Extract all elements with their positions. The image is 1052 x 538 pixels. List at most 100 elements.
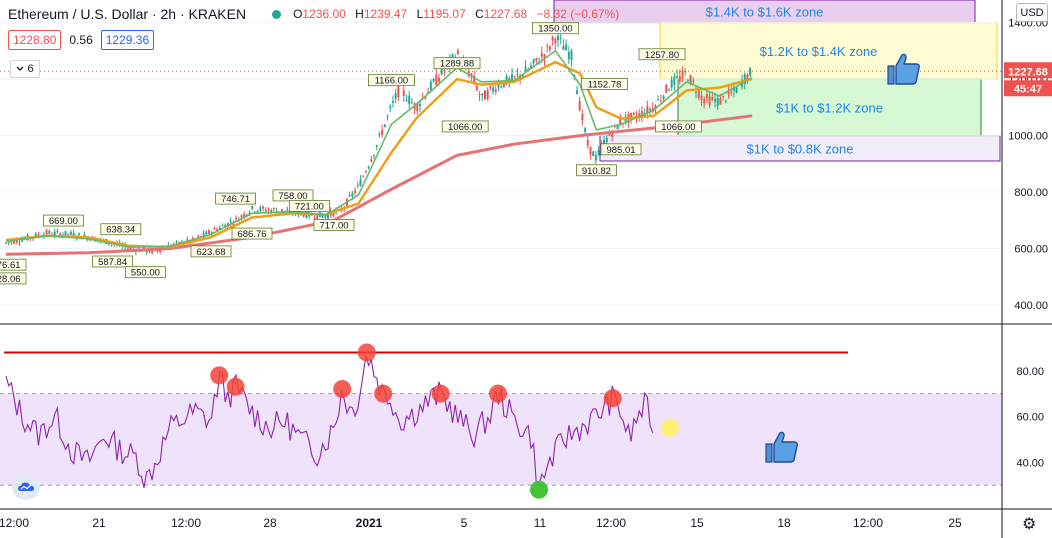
price-label-box: [100, 223, 142, 236]
candle-body: [213, 228, 216, 230]
candle-body: [197, 236, 200, 238]
price-label-box: [600, 143, 642, 156]
candle-body: [557, 35, 560, 41]
time-tick-label: 21: [92, 516, 106, 530]
indicators-toggle-button[interactable]: 6: [10, 60, 40, 78]
candle-body: [489, 86, 492, 89]
candle-body: [619, 119, 622, 126]
candle-body: [486, 90, 489, 100]
rsi-pane: [0, 343, 1002, 499]
price-tick-label: 600.00: [1014, 244, 1048, 256]
candle-body: [405, 99, 408, 102]
candle-body: [657, 99, 660, 101]
time-tick-label: 5: [461, 516, 468, 530]
close-value: 1227.68: [483, 7, 528, 21]
candle-body: [191, 237, 194, 240]
price-label: 576.61: [0, 260, 21, 271]
candle-body: [419, 103, 422, 107]
price-label: 1166.00: [375, 76, 409, 87]
candle-body: [302, 214, 305, 217]
candle-body: [383, 124, 386, 127]
currency-button[interactable]: USD: [1016, 3, 1048, 22]
candle-body: [373, 155, 376, 157]
candle-body: [356, 184, 359, 186]
price-label: 717.00: [319, 221, 348, 232]
candle-body: [359, 179, 362, 186]
zone-label: $1K to $1.2K zone: [776, 100, 883, 115]
symbol-title[interactable]: Ethereum / U.S. Dollar · 2h · KRAKEN: [8, 6, 247, 22]
candle-body: [37, 234, 40, 236]
low-value: 1195.07: [423, 7, 466, 21]
candle-body: [159, 250, 162, 252]
candle-body: [432, 78, 435, 82]
candle-body: [716, 98, 719, 107]
gear-icon[interactable]: ⚙: [1022, 516, 1037, 533]
candle-body: [540, 53, 543, 57]
candle-body: [56, 230, 59, 232]
candle-body: [351, 193, 354, 197]
price-label-box: [433, 57, 481, 70]
candle-body: [508, 78, 511, 82]
cloud-logo-icon[interactable]: [12, 474, 40, 500]
candle-body: [424, 96, 427, 99]
candle-body: [662, 95, 665, 100]
price-label-box: [655, 120, 702, 133]
candle-body: [186, 239, 189, 242]
candle-body: [703, 99, 706, 104]
candle-body: [248, 212, 251, 214]
candle-body: [700, 95, 703, 100]
candle-body: [272, 208, 275, 210]
buy-button[interactable]: 1229.36: [100, 30, 155, 50]
indicators-count: 6: [27, 63, 34, 75]
time-tick-label: 15: [690, 516, 704, 530]
price-label: 910.82: [582, 166, 611, 177]
overbought-marker: [333, 380, 352, 399]
sell-button[interactable]: 1228.80: [8, 30, 62, 50]
candle-body: [435, 74, 438, 86]
candle-body: [711, 97, 714, 100]
candle-body: [529, 65, 532, 68]
candle-body: [565, 44, 568, 51]
candle-body: [394, 93, 397, 99]
price-label: 528.06: [0, 274, 21, 285]
overbought-marker: [374, 384, 393, 403]
candle-body: [594, 155, 597, 161]
price-label: 638.34: [106, 225, 135, 236]
candle-body: [389, 106, 392, 109]
price-label-box: [0, 258, 27, 271]
candle-body: [262, 206, 265, 209]
price-tick-label: 1000.00: [1008, 131, 1048, 143]
candle-body: [743, 74, 746, 85]
price-label-box: [367, 74, 415, 87]
candle-body: [597, 150, 600, 155]
candle-body: [221, 225, 224, 227]
price-pane: 576.61 528.06 669.00 638.34 587.84 550.00 746.…: [0, 22, 1002, 285]
candle-body: [592, 151, 595, 157]
price-label: 721.00: [295, 201, 324, 212]
candle-body: [570, 50, 573, 61]
candle-body: [543, 54, 546, 60]
candle-body: [286, 209, 289, 212]
thumb-cuff: [887, 65, 895, 85]
candle-body: [34, 233, 37, 238]
candle-body: [584, 128, 587, 132]
rsi-tick-label: 80.00: [1016, 366, 1044, 378]
price-label: 686.76: [237, 229, 266, 240]
candle-body: [367, 166, 370, 168]
price-label-box: [576, 164, 617, 177]
candle-body: [437, 77, 440, 82]
last-price-tag: [1004, 62, 1052, 79]
candle-body: [513, 76, 516, 78]
candle-body: [229, 221, 232, 224]
candle-body: [456, 50, 459, 55]
candle-body: [535, 57, 538, 61]
candle-body: [616, 124, 619, 130]
candle-body: [362, 176, 365, 178]
price-label: 1066.00: [661, 122, 695, 133]
overbought-marker: [489, 384, 507, 403]
candle-body: [216, 229, 219, 232]
candle-body: [502, 81, 505, 87]
candle-body: [483, 90, 486, 100]
candle-body: [397, 86, 400, 98]
candle-body: [467, 71, 470, 76]
